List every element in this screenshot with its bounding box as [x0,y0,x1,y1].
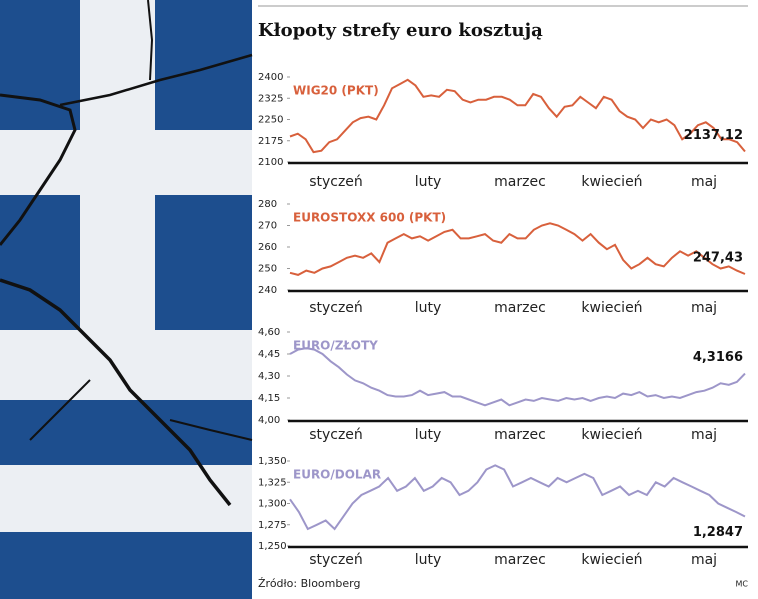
y-tick-label: 1,350 [258,456,287,467]
source: Źródło: Bloomberg [258,577,360,590]
y-tick-label: 280 [258,199,277,210]
y-tick-label: 4,15 [258,393,280,404]
y-tick-label: 2400 [258,72,283,83]
y-tick-label: 250 [258,264,277,275]
value-label: 4,3166 [693,350,743,365]
y-tick-label: 270 [258,221,277,232]
series-name: EURO/DOLAR [293,468,381,482]
y-tick-label: 4,60 [258,327,280,338]
x-tick-label: kwiecień [581,300,642,316]
y-tick-label: 1,250 [258,541,287,552]
x-tick-label: maj [691,300,717,316]
x-tick-label: styczeń [309,300,363,316]
x-tick-label: kwiecień [581,552,642,568]
y-tick-label: 2175 [258,136,283,147]
author: MC [736,580,749,589]
y-tick-label: 2100 [258,157,283,168]
y-tick-label: 4,30 [258,371,280,382]
series-name: EUROSTOXX 600 (PKT) [293,211,446,225]
x-tick-label: marzec [494,427,546,443]
series-line [289,78,746,154]
x-tick-label: styczeń [309,427,363,443]
value-label: 1,2847 [693,525,743,540]
series-line [289,347,746,407]
y-tick-label: 260 [258,242,277,253]
y-tick-label: 4,45 [258,349,280,360]
series-name: WIG20 (PKT) [293,84,379,98]
x-tick-label: marzec [494,300,546,316]
y-tick-label: 1,300 [258,499,287,510]
x-tick-label: luty [415,552,442,568]
x-tick-label: kwiecień [581,427,642,443]
series-name: EURO/ZŁOTY [293,339,378,353]
y-tick-label: 2325 [258,93,283,104]
x-tick-label: luty [415,427,442,443]
x-tick-label: styczeń [309,552,363,568]
series-line [289,222,746,276]
greek-flag [0,0,253,599]
y-tick-label: 1,325 [258,477,287,488]
x-tick-label: maj [691,552,717,568]
x-tick-label: kwiecień [581,174,642,190]
x-tick-label: maj [691,427,717,443]
y-tick-label: 2250 [258,115,283,126]
x-tick-label: maj [691,174,717,190]
x-tick-label: luty [415,174,442,190]
series-line [289,464,746,531]
y-tick-label: 1,275 [258,520,287,531]
x-tick-label: marzec [494,174,546,190]
x-tick-label: luty [415,300,442,316]
value-label: 2137,12 [684,128,743,143]
x-tick-label: marzec [494,552,546,568]
y-tick-label: 4,00 [258,415,280,426]
value-label: 247,43 [693,251,743,266]
y-tick-label: 240 [258,285,277,296]
title: Kłopoty strefy euro kosztują [258,20,543,41]
x-tick-label: styczeń [309,174,363,190]
